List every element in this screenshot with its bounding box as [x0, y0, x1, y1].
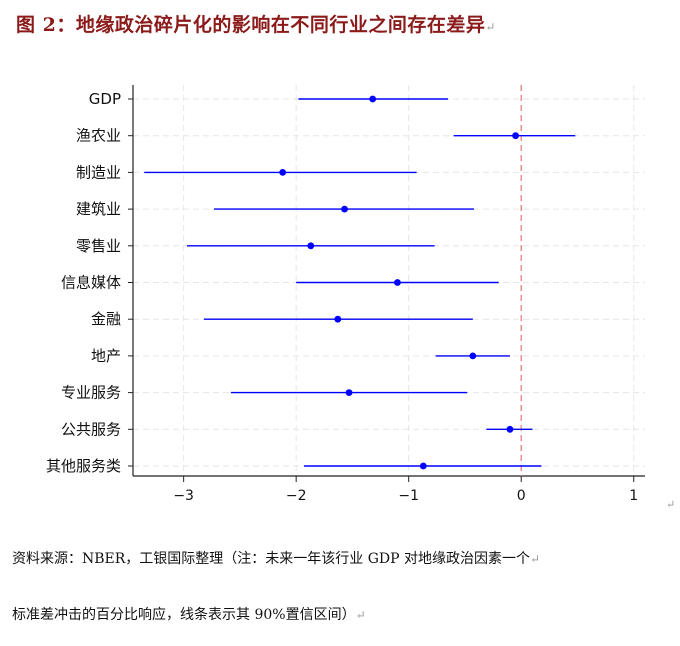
source-note-line-2: 标准差冲击的百分比响应，线条表示其 90%置信区间）↵ — [12, 604, 366, 624]
x-tick-label: 1 — [629, 488, 638, 504]
y-tick-label: 金融 — [91, 310, 121, 328]
y-tick-label: 地产 — [91, 347, 121, 365]
point-estimate — [307, 242, 315, 250]
grid-layer — [133, 85, 645, 476]
y-tick-label: GDP — [89, 90, 121, 108]
point-estimate — [469, 352, 477, 360]
y-tick-label: 渔农业 — [76, 127, 121, 145]
paragraph-mark-icon: ↵ — [530, 552, 541, 566]
paragraph-mark-icon: ↵ — [485, 20, 496, 34]
x-tick-label: 0 — [517, 488, 526, 504]
point-estimate — [394, 279, 401, 286]
point-estimate — [369, 95, 377, 103]
x-tick-label: −3 — [173, 488, 194, 504]
point-estimate — [512, 132, 519, 140]
source-note-line-1: 资料来源：NBER，工银国际整理（注：未来一年该行业 GDP 对地缘政治因素一个… — [12, 548, 540, 568]
source-note-text-2: 标准差冲击的百分比响应，线条表示其 90%置信区间） — [12, 607, 356, 623]
series-layer — [144, 95, 576, 470]
paragraph-mark-icon: ↵ — [355, 608, 366, 622]
y-tick-label: 信息媒体 — [61, 274, 121, 292]
x-axis-ticks: −3 −2 −1 0 1 — [173, 476, 638, 504]
figure-title: 图 2：地缘政治碎片化的影响在不同行业之间存在差异↵ — [16, 10, 496, 37]
x-tick-label: −1 — [398, 488, 419, 504]
y-tick-label: 零售业 — [76, 237, 121, 255]
point-estimate — [279, 169, 287, 176]
y-tick-label: 其他服务类 — [46, 457, 121, 475]
point-estimate — [341, 205, 348, 213]
source-note-text-1: 资料来源：NBER，工银国际整理（注：未来一年该行业 GDP 对地缘政治因素一个 — [12, 551, 531, 567]
point-estimate — [345, 389, 353, 396]
point-estimate — [334, 315, 342, 323]
y-tick-label: 建筑业 — [76, 200, 121, 218]
point-estimate — [419, 462, 427, 470]
plot-frame — [132, 85, 645, 477]
y-tick-label: 制造业 — [76, 163, 121, 181]
y-tick-label: 专业服务 — [61, 384, 121, 402]
point-estimate — [506, 425, 514, 433]
y-tick-label: 公共服务 — [61, 420, 121, 438]
x-tick-label: −2 — [286, 488, 307, 504]
figure-title-text: 图 2：地缘政治碎片化的影响在不同行业之间存在差异 — [16, 14, 486, 36]
paragraph-mark-icon: ↵ — [666, 498, 676, 511]
